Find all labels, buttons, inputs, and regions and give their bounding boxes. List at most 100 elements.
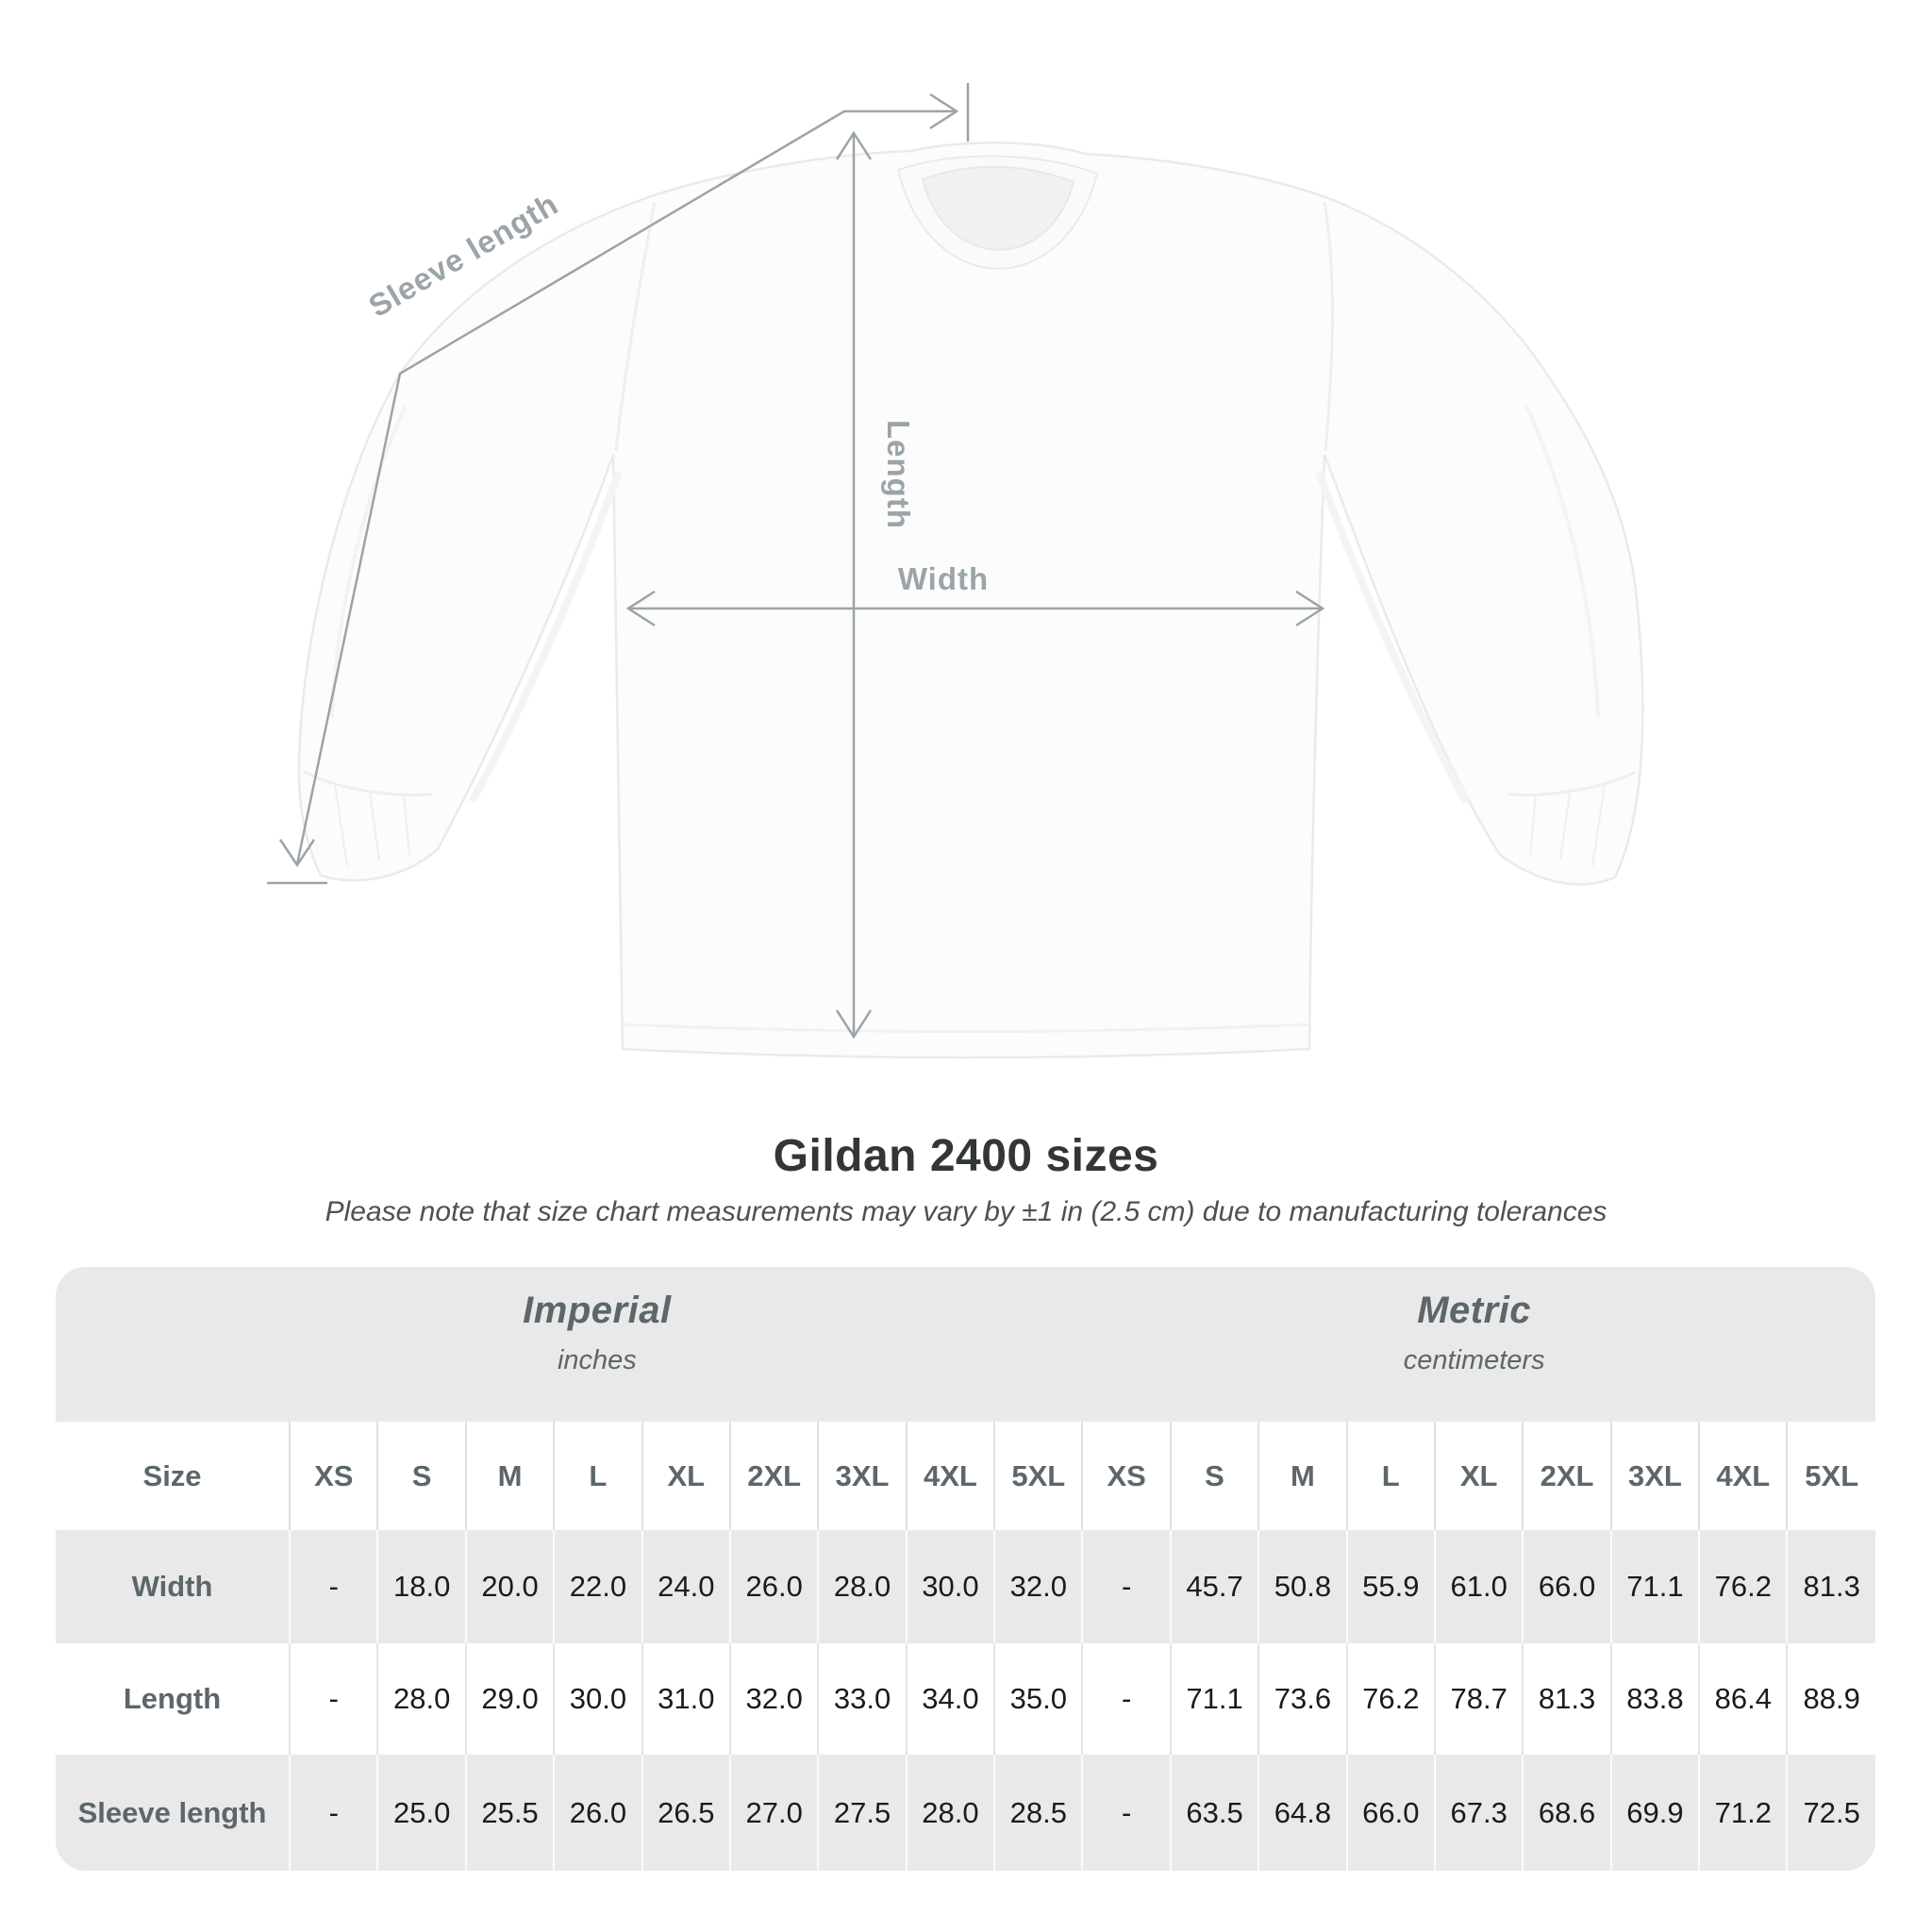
size-column-header: 4XL bbox=[1698, 1422, 1788, 1530]
imperial-value-cell: 22.0 bbox=[553, 1530, 642, 1643]
imperial-value-cell: 20.0 bbox=[464, 1530, 555, 1643]
table-row: Size XS S M L XL 2XL 3XL 4XL 5XL XS S M L XL 2XL 3XL 4XL 5… bbox=[56, 1422, 1875, 1530]
metric-value-cell: - bbox=[1081, 1643, 1171, 1755]
metric-value-cell: 73.6 bbox=[1257, 1643, 1347, 1755]
imperial-value-cell: 26.0 bbox=[728, 1530, 819, 1643]
imperial-value-cell: 33.0 bbox=[817, 1643, 907, 1755]
metric-value-cell: 72.5 bbox=[1786, 1755, 1875, 1871]
metric-value-cell: 76.2 bbox=[1698, 1530, 1788, 1643]
metric-value-cell: 68.6 bbox=[1522, 1755, 1611, 1871]
metric-value-cell: 71.1 bbox=[1609, 1530, 1700, 1643]
row-label: Length bbox=[123, 1682, 222, 1715]
metric-unit-label: centimeters bbox=[1403, 1345, 1545, 1375]
size-column-header: S bbox=[1169, 1422, 1259, 1530]
imperial-value-cell: 27.5 bbox=[817, 1755, 907, 1871]
measurement-lines bbox=[267, 83, 1325, 1040]
metric-value-cell: 86.4 bbox=[1698, 1643, 1788, 1755]
metric-label: Metric bbox=[1417, 1290, 1532, 1331]
imperial-group-header: Imperial inches bbox=[56, 1290, 1139, 1376]
metric-value-cell: 81.3 bbox=[1522, 1643, 1611, 1755]
imperial-value-cell: 34.0 bbox=[905, 1643, 995, 1755]
imperial-value-cell: 27.0 bbox=[728, 1755, 819, 1871]
imperial-value-cell: 32.0 bbox=[993, 1530, 1083, 1643]
size-column-header: 5XL bbox=[1786, 1422, 1875, 1530]
size-column-header: 3XL bbox=[817, 1422, 907, 1530]
table-row: Width -18.0 20.0 22.0 24.0 26.0 28.0 30.0 32.0-4… bbox=[56, 1530, 1875, 1643]
size-column-header: 3XL bbox=[1609, 1422, 1700, 1530]
metric-value-cell: 67.3 bbox=[1433, 1755, 1524, 1871]
shirt-shape bbox=[297, 142, 1644, 1059]
size-column-header: L bbox=[1345, 1422, 1435, 1530]
length-arrow bbox=[835, 130, 873, 1040]
metric-value-cell: 83.8 bbox=[1609, 1643, 1700, 1755]
sleeve-length-arrow bbox=[267, 83, 970, 885]
imperial-value-cell: 24.0 bbox=[641, 1530, 730, 1643]
size-column-header: M bbox=[1257, 1422, 1347, 1530]
metric-value-cell: 71.2 bbox=[1698, 1755, 1788, 1871]
size-chart-table: Imperial inches Metric centimeters Size X… bbox=[56, 1267, 1875, 1871]
measurements-grid: Size XS S M L XL 2XL 3XL 4XL 5XL XS S M L XL 2XL 3XL 4XL 5… bbox=[56, 1422, 1875, 1871]
metric-value-cell: 61.0 bbox=[1433, 1530, 1524, 1643]
page-title: Gildan 2400 sizes bbox=[773, 1131, 1159, 1181]
metric-value-cell: 76.2 bbox=[1345, 1643, 1435, 1755]
imperial-value-cell: 29.0 bbox=[464, 1643, 555, 1755]
imperial-value-cell: 30.0 bbox=[905, 1530, 995, 1643]
size-column-header: XL bbox=[1433, 1422, 1524, 1530]
size-column-header: M bbox=[464, 1422, 555, 1530]
metric-value-cell: 64.8 bbox=[1257, 1755, 1347, 1871]
imperial-value-cell: - bbox=[289, 1530, 378, 1643]
metric-value-cell: 63.5 bbox=[1169, 1755, 1259, 1871]
metric-value-cell: 45.7 bbox=[1169, 1530, 1259, 1643]
imperial-value-cell: 35.0 bbox=[993, 1643, 1083, 1755]
shirt-measurement-diagram: Sleeve length Length Width bbox=[267, 83, 1644, 1059]
size-column-header: XS bbox=[289, 1422, 378, 1530]
metric-value-cell: 78.7 bbox=[1433, 1643, 1524, 1755]
imperial-value-cell: 25.5 bbox=[464, 1755, 555, 1871]
size-column-header: 2XL bbox=[1522, 1422, 1611, 1530]
size-column-header: 2XL bbox=[728, 1422, 819, 1530]
imperial-value-cell: 25.0 bbox=[376, 1755, 466, 1871]
metric-value-cell: 55.9 bbox=[1345, 1530, 1435, 1643]
metric-value-cell: 71.1 bbox=[1169, 1643, 1259, 1755]
size-column-header: 5XL bbox=[993, 1422, 1083, 1530]
imperial-value-cell: 31.0 bbox=[641, 1643, 730, 1755]
size-column-header: XL bbox=[641, 1422, 730, 1530]
imperial-label: Imperial bbox=[523, 1290, 672, 1331]
metric-value-cell: 66.0 bbox=[1345, 1755, 1435, 1871]
metric-value-cell: - bbox=[1081, 1530, 1171, 1643]
size-column-header: S bbox=[376, 1422, 466, 1530]
metric-value-cell: 81.3 bbox=[1786, 1530, 1875, 1643]
metric-group-header: Metric centimeters bbox=[1073, 1290, 1875, 1376]
imperial-value-cell: 28.0 bbox=[905, 1755, 995, 1871]
imperial-value-cell: 28.0 bbox=[817, 1530, 907, 1643]
imperial-value-cell: 28.5 bbox=[993, 1755, 1083, 1871]
imperial-value-cell: 30.0 bbox=[553, 1643, 642, 1755]
table-row: Length -28.0 29.0 30.0 31.0 32.0 33.0 34.0 35.0-… bbox=[56, 1643, 1875, 1755]
metric-value-cell: 88.9 bbox=[1786, 1643, 1875, 1755]
size-column-header: XS bbox=[1081, 1422, 1171, 1530]
width-label: Width bbox=[898, 561, 989, 596]
long-sleeve-shirt-illustration: Sleeve length Length Width bbox=[267, 83, 1644, 1059]
width-arrow bbox=[625, 590, 1325, 627]
length-label: Length bbox=[881, 420, 916, 529]
imperial-value-cell: 32.0 bbox=[728, 1643, 819, 1755]
imperial-value-cell: - bbox=[289, 1643, 378, 1755]
row-label: Width bbox=[131, 1570, 213, 1603]
unit-header-band: Imperial inches Metric centimeters bbox=[56, 1267, 1875, 1422]
imperial-value-cell: 18.0 bbox=[376, 1530, 466, 1643]
metric-value-cell: - bbox=[1081, 1755, 1171, 1871]
size-column-header: 4XL bbox=[905, 1422, 995, 1530]
size-header-cell: Size bbox=[142, 1458, 202, 1492]
imperial-value-cell: 26.5 bbox=[641, 1755, 730, 1871]
metric-value-cell: 50.8 bbox=[1257, 1530, 1347, 1643]
size-column-header: L bbox=[553, 1422, 642, 1530]
imperial-unit-label: inches bbox=[557, 1345, 637, 1375]
metric-value-cell: 66.0 bbox=[1522, 1530, 1611, 1643]
metric-value-cell: 69.9 bbox=[1609, 1755, 1700, 1871]
imperial-value-cell: - bbox=[289, 1755, 378, 1871]
table-row: Sleeve length -25.0 25.5 26.0 26.5 27.0 27.5 28… bbox=[56, 1755, 1875, 1871]
imperial-value-cell: 28.0 bbox=[376, 1643, 466, 1755]
row-label: Sleeve length bbox=[77, 1795, 267, 1829]
imperial-value-cell: 26.0 bbox=[553, 1755, 642, 1871]
